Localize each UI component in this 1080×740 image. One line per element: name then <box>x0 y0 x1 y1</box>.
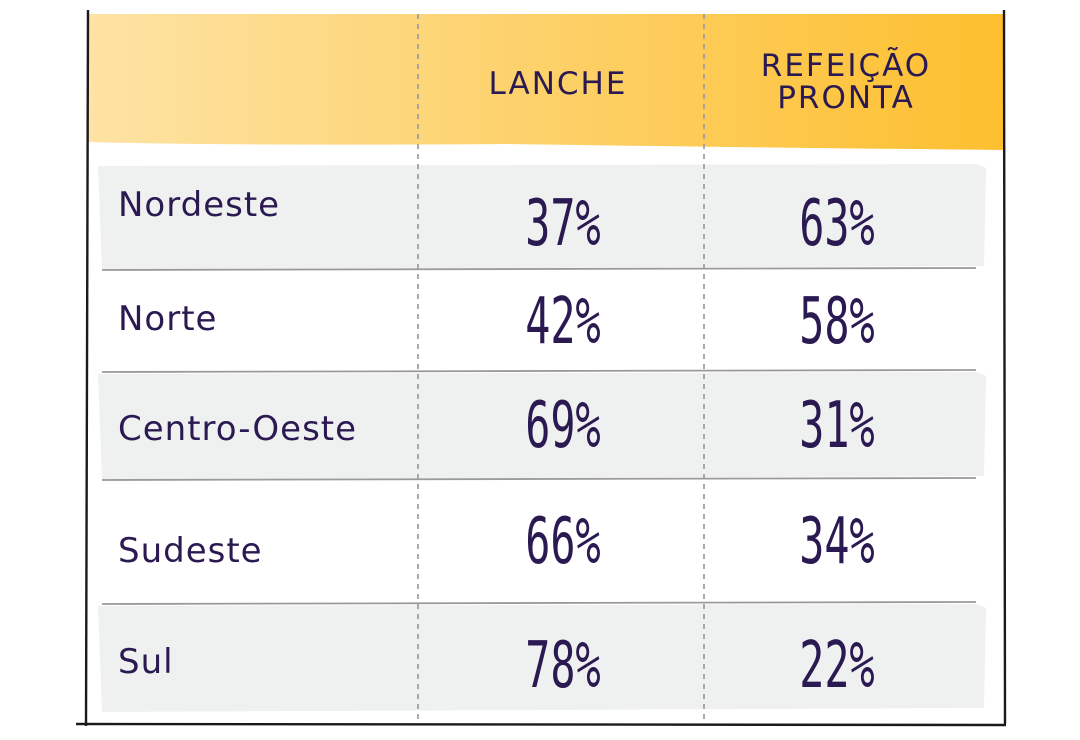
cell-value: 31% <box>799 388 874 463</box>
table-border-bottom <box>75 722 1007 727</box>
table-border-left <box>84 9 90 727</box>
row-divider <box>101 267 977 271</box>
cell-value: 63% <box>799 186 874 261</box>
cell-value: 42% <box>525 284 600 359</box>
row-band-1 <box>98 164 986 270</box>
cell-value: 78% <box>525 628 600 703</box>
table-border-right <box>1002 9 1007 725</box>
row-label: Sul <box>118 642 174 682</box>
header-band <box>88 14 1004 150</box>
row-label: Norte <box>118 299 217 339</box>
cell-value: 66% <box>525 504 600 579</box>
row-divider <box>101 477 977 481</box>
cell-value: 58% <box>799 284 874 359</box>
row-band-5 <box>98 604 986 712</box>
column-header-2: REFEIÇÃO <box>761 48 931 84</box>
cell-value: 22% <box>799 628 874 703</box>
cell-value: 37% <box>525 186 600 261</box>
cell-value: 69% <box>525 388 600 463</box>
row-divider <box>101 601 977 605</box>
row-label: Nordeste <box>118 185 280 225</box>
column-header-2: PRONTA <box>777 80 915 116</box>
row-band-3 <box>98 372 986 480</box>
row-label: Centro-Oeste <box>118 409 357 449</box>
column-header-1: LANCHE <box>489 66 628 102</box>
row-divider <box>101 369 977 373</box>
cell-value: 34% <box>799 504 874 579</box>
row-label: Sudeste <box>118 531 263 571</box>
